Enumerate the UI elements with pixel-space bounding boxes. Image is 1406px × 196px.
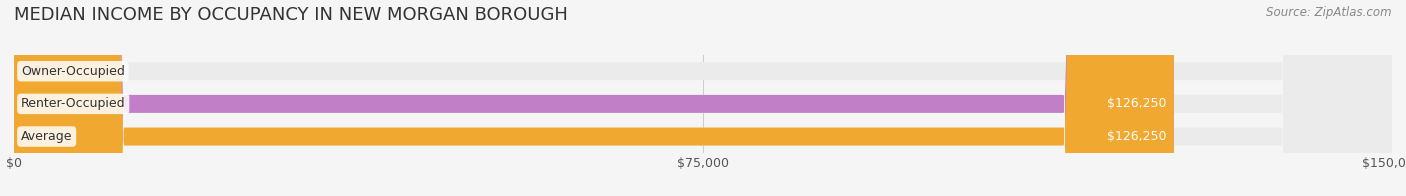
FancyBboxPatch shape bbox=[14, 0, 1392, 196]
FancyBboxPatch shape bbox=[14, 0, 1392, 196]
FancyBboxPatch shape bbox=[14, 0, 1392, 196]
Text: $0: $0 bbox=[25, 65, 41, 78]
Text: $126,250: $126,250 bbox=[1108, 130, 1167, 143]
Text: Source: ZipAtlas.com: Source: ZipAtlas.com bbox=[1267, 6, 1392, 19]
Text: Renter-Occupied: Renter-Occupied bbox=[21, 97, 125, 110]
Text: $126,250: $126,250 bbox=[1108, 97, 1167, 110]
Text: Owner-Occupied: Owner-Occupied bbox=[21, 65, 125, 78]
FancyBboxPatch shape bbox=[14, 0, 1174, 196]
FancyBboxPatch shape bbox=[14, 0, 1174, 196]
Text: Average: Average bbox=[21, 130, 73, 143]
Text: MEDIAN INCOME BY OCCUPANCY IN NEW MORGAN BOROUGH: MEDIAN INCOME BY OCCUPANCY IN NEW MORGAN… bbox=[14, 6, 568, 24]
